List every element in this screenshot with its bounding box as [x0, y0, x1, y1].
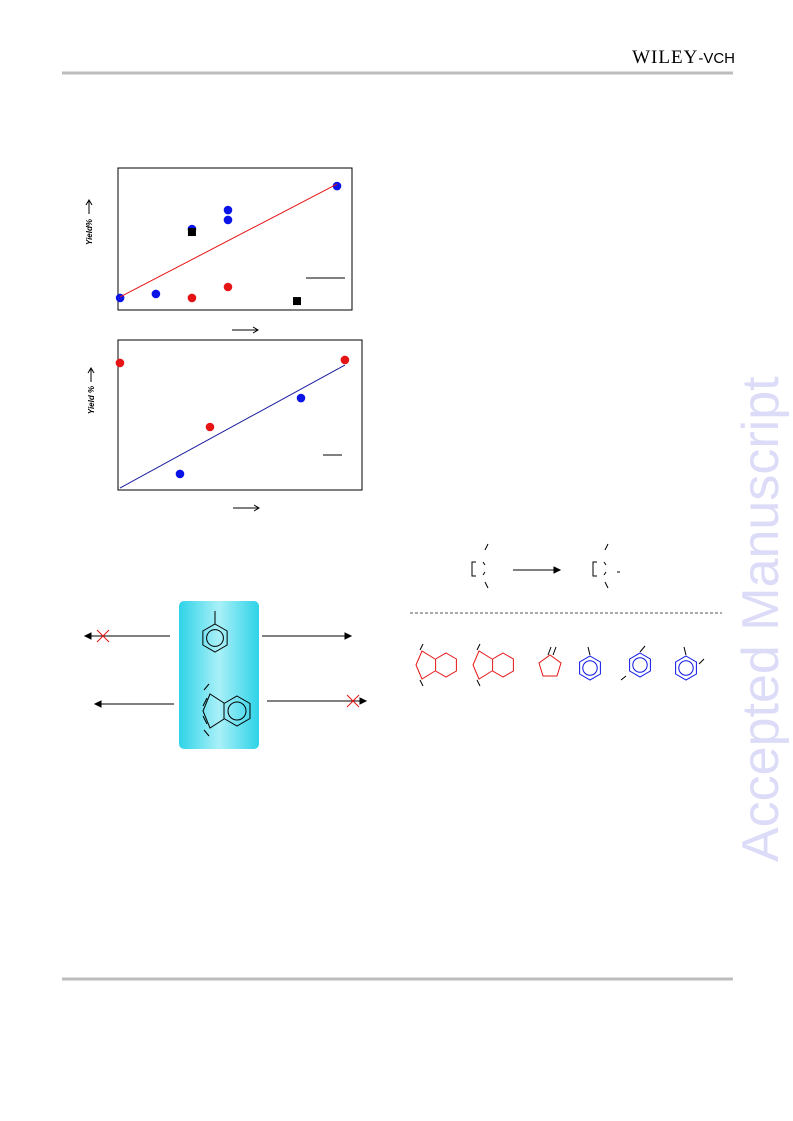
plot-frame — [117, 167, 353, 311]
ring — [435, 652, 457, 678]
data-point — [223, 205, 233, 215]
data-point — [340, 355, 350, 365]
ring-inner — [206, 629, 224, 647]
ring — [629, 652, 651, 678]
ring — [472, 650, 493, 680]
x-axis-arrow — [232, 326, 259, 334]
highlight-box — [179, 601, 259, 749]
reaction-scheme — [471, 543, 620, 589]
data-point — [175, 469, 185, 479]
publisher: WILEY-VCH — [632, 47, 735, 68]
y-axis-arrow — [87, 367, 95, 382]
y-axis-label: Yield % — [87, 386, 96, 414]
data-point — [223, 282, 233, 292]
publisher-name: WILEY — [632, 47, 698, 68]
publisher-suffix: -VCH — [698, 50, 735, 67]
charts: Yield% Yield % — [85, 167, 363, 512]
data-point — [187, 293, 197, 303]
ring — [538, 654, 562, 677]
ring-inner — [678, 660, 694, 676]
watermark: Accepted Manuscript — [732, 376, 790, 862]
ring — [202, 693, 225, 729]
ring-inner — [632, 657, 648, 673]
blocked-marks — [96, 629, 360, 708]
ring — [675, 655, 697, 681]
fit-line — [119, 183, 338, 298]
ring — [579, 655, 601, 681]
x-axis-arrow — [233, 504, 260, 512]
y-axis-arrow — [85, 199, 93, 214]
ring-inner — [227, 701, 247, 721]
data-point — [115, 358, 125, 368]
data-point — [296, 393, 306, 403]
ring — [492, 652, 514, 678]
data-point — [223, 215, 233, 225]
ring-inner — [582, 660, 598, 676]
structures — [202, 611, 705, 737]
data-point — [205, 422, 215, 432]
ring — [415, 650, 436, 680]
data-point — [187, 228, 196, 237]
data-point — [332, 181, 342, 191]
fit-line — [119, 364, 346, 489]
plot-frame — [117, 339, 363, 491]
data-point — [151, 289, 161, 299]
ring — [202, 623, 228, 653]
box-arrows — [83, 632, 368, 708]
data-point — [293, 297, 302, 306]
y-axis-label: Yield% — [85, 219, 94, 245]
ring — [223, 695, 251, 727]
